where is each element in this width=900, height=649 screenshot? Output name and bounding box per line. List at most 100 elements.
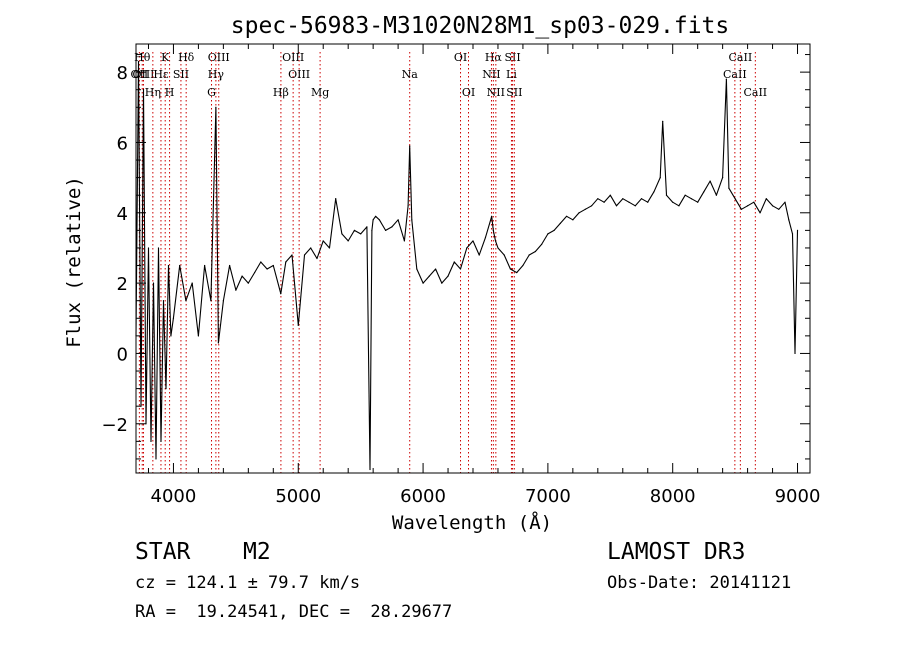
marker-label: NII xyxy=(487,86,505,99)
data-point xyxy=(553,229,555,231)
data-point xyxy=(422,282,424,284)
data-point xyxy=(247,282,249,284)
data-point xyxy=(371,229,373,231)
marker-label: Li xyxy=(506,68,517,81)
data-point xyxy=(466,247,468,249)
data-point xyxy=(215,106,217,108)
data-point xyxy=(411,219,413,221)
x-tick-label: 5000 xyxy=(275,486,321,507)
data-point xyxy=(653,191,655,193)
data-point xyxy=(185,300,187,302)
x-tick-label: 6000 xyxy=(400,486,446,507)
y-tick-label: −2 xyxy=(101,415,128,436)
data-point xyxy=(272,264,274,267)
data-point xyxy=(528,254,530,256)
data-point xyxy=(791,233,794,235)
marker-label: SII xyxy=(173,68,189,81)
data-point xyxy=(210,300,212,302)
x-tick-label: 7000 xyxy=(525,486,571,507)
data-point xyxy=(672,201,674,203)
data-point xyxy=(628,201,630,203)
marker-label: K xyxy=(161,51,170,64)
redshift-readout: cz = 124.1 ± 79.7 km/s xyxy=(135,573,361,593)
data-point xyxy=(407,205,409,207)
data-point xyxy=(484,236,487,239)
data-point xyxy=(142,89,145,91)
data-point xyxy=(492,229,494,231)
data-point xyxy=(328,247,331,249)
data-point xyxy=(559,222,561,224)
data-point xyxy=(771,205,774,207)
marker-label: NII xyxy=(482,68,500,81)
data-point xyxy=(391,226,393,228)
data-point xyxy=(155,458,157,460)
data-point xyxy=(162,300,165,302)
object-subclass: M2 xyxy=(243,539,271,565)
data-point xyxy=(753,201,755,203)
data-point xyxy=(157,247,160,249)
marker-label: CaII xyxy=(729,51,753,64)
marker-label: Hδ xyxy=(178,51,195,64)
survey-name: LAMOST DR3 xyxy=(607,539,746,565)
data-point xyxy=(796,229,799,231)
chart-title: spec-56983-M31020N28M1_sp03-029.fits xyxy=(231,13,730,39)
data-point xyxy=(260,261,262,263)
data-point xyxy=(453,261,455,263)
data-point xyxy=(759,212,761,214)
marker-label: OI xyxy=(454,51,467,64)
data-point xyxy=(516,271,518,274)
data-point xyxy=(447,275,449,277)
data-point xyxy=(709,180,711,182)
data-point xyxy=(441,282,443,284)
data-point xyxy=(217,342,219,344)
y-tick-label: 6 xyxy=(117,133,128,154)
data-point xyxy=(172,317,175,319)
x-tick-label: 9000 xyxy=(775,486,821,507)
data-point xyxy=(494,240,497,242)
data-point xyxy=(662,120,664,122)
data-point xyxy=(397,219,399,221)
data-point xyxy=(659,177,661,179)
marker-label: OIII xyxy=(208,51,230,64)
marker-label: OIII xyxy=(282,51,304,64)
marker-label: SII xyxy=(504,51,520,64)
data-point xyxy=(316,257,318,260)
data-point xyxy=(794,352,796,355)
marker-label: Hε xyxy=(153,68,169,81)
data-point xyxy=(541,243,543,246)
data-point xyxy=(566,215,568,217)
data-point xyxy=(165,388,167,390)
data-point xyxy=(241,275,243,277)
data-point xyxy=(147,247,150,249)
data-point xyxy=(784,201,786,203)
y-tick-label: 2 xyxy=(117,274,128,295)
data-point xyxy=(509,268,512,270)
marker-label: Hθ xyxy=(134,51,151,64)
data-point xyxy=(690,198,693,200)
data-point xyxy=(684,194,686,196)
data-point xyxy=(416,268,418,270)
coordinates: RA = 19.24541, DEC = 28.29677 xyxy=(135,602,453,622)
data-point xyxy=(152,282,155,284)
data-point xyxy=(647,201,649,203)
data-point xyxy=(378,219,380,221)
data-point xyxy=(522,264,524,267)
data-point xyxy=(597,198,599,200)
data-point xyxy=(722,177,724,179)
plot-frame xyxy=(135,43,811,474)
data-point xyxy=(622,198,624,200)
data-point xyxy=(409,145,411,147)
marker-label: Hγ xyxy=(208,68,225,81)
marker-label: OII xyxy=(131,68,149,81)
marker-label: G xyxy=(207,86,216,99)
series-group xyxy=(135,60,799,471)
data-point xyxy=(578,212,580,214)
data-point xyxy=(584,208,586,210)
data-point xyxy=(229,264,231,267)
object-class: STAR xyxy=(135,539,191,565)
data-point xyxy=(459,268,462,270)
data-point xyxy=(615,205,618,207)
data-point xyxy=(322,240,324,242)
obs-date: Obs-Date: 20141121 xyxy=(607,573,792,593)
